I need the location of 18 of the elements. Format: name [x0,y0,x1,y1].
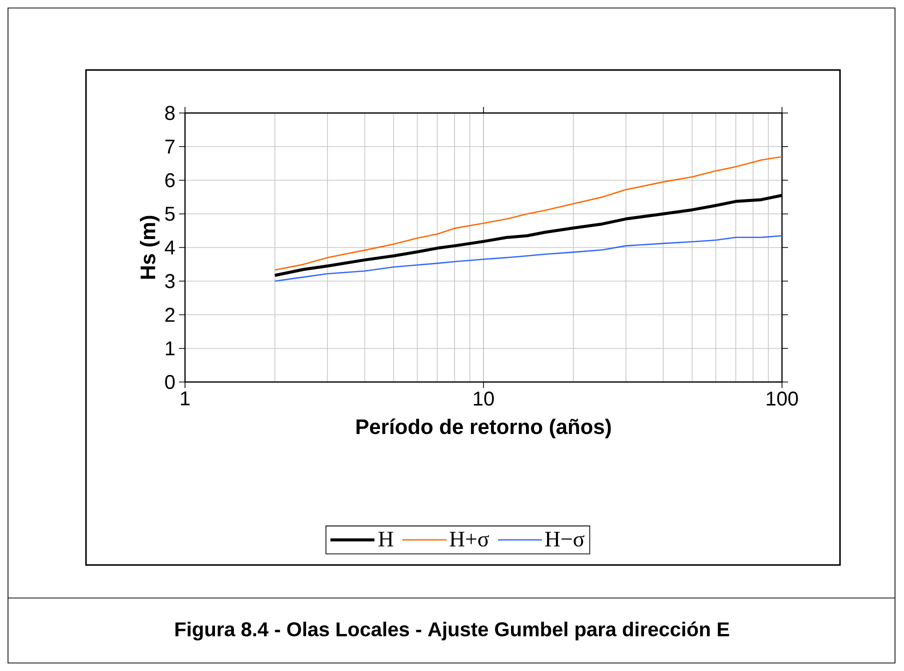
y-tick-label: 1 [166,341,175,356]
legend-label: H [378,532,394,546]
text: Figura 8.4 - Olas Locales - Ajuste Gumbel para dirección E [175,622,730,640]
legend-label: H+σ [450,532,489,547]
x-tick-label: 10 [474,392,494,406]
y-tick-label: 0 [165,374,175,390]
legend-label: H−σ [545,532,584,547]
y-tick-label: 6 [165,173,175,188]
x-tick-label: 100 [766,392,798,406]
x-axis-title: Período de retorno (años) [356,418,611,438]
y-axis-title: Hs (m) [140,216,160,279]
y-tick-label: 2 [165,308,174,322]
y-tick-label: 3 [165,274,175,288]
y-tick-label: 7 [165,140,174,154]
y-tick-label: 5 [165,206,175,221]
y-tick-label: 8 [165,106,175,120]
y-tick-label: 4 [164,240,175,254]
x-tick-label: 1 [180,392,190,406]
